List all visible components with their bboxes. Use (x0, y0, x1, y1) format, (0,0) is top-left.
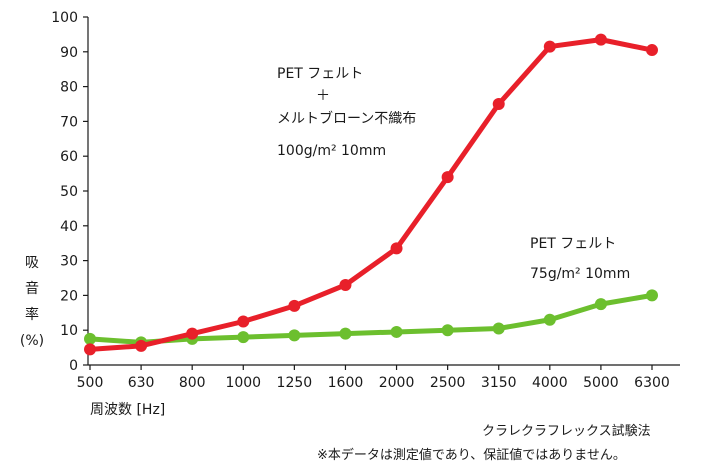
data-point-0 (339, 278, 352, 291)
y-tick-label: 0 (69, 358, 78, 374)
x-tick-label: 6300 (634, 375, 670, 391)
data-point-0 (543, 40, 556, 53)
y-axis-label: 吸 音 率 (%) (18, 250, 46, 354)
data-point-1 (339, 327, 352, 340)
data-point-0 (288, 299, 301, 312)
y-tick-label: 40 (60, 219, 78, 235)
series-label-red-line: ＋ (316, 88, 330, 104)
y-tick-label: 20 (60, 288, 78, 304)
series-group (84, 33, 658, 356)
x-tick-label: 1250 (277, 375, 313, 391)
x-tick-label: 3150 (481, 375, 517, 391)
series-line-1 (87, 292, 655, 345)
data-point-1 (237, 331, 250, 344)
data-point-1 (441, 324, 454, 337)
y-tick-label: 30 (60, 254, 78, 270)
x-tick-label: 800 (179, 375, 206, 391)
disclaimer-note: ※本データは測定値であり、保証値ではありません。 (317, 448, 626, 463)
data-point-0 (492, 98, 505, 110)
data-point-0 (390, 242, 403, 255)
x-tick-label: 1000 (225, 375, 261, 391)
y-tick-label: 60 (60, 149, 78, 165)
x-axis-ticks: 500 630 800 1000 1250 1600 2000 2500 3150 4000 500… (77, 365, 670, 391)
y-axis-label-line: (%) (19, 333, 45, 349)
test-method-note: クラレクラフレックス試験法 (482, 424, 651, 439)
data-point-1 (646, 289, 658, 302)
x-tick-label: 1600 (328, 375, 364, 391)
data-point-0 (84, 343, 96, 356)
data-point-0 (594, 33, 607, 46)
y-axis-label-line: 音 (25, 281, 39, 297)
data-point-1 (543, 313, 556, 326)
series-label-green-line: 75g/m² 10mm (530, 266, 631, 282)
y-tick-label: 80 (60, 80, 78, 96)
x-tick-label: 500 (77, 375, 104, 391)
data-point-1 (84, 332, 96, 345)
series-label-red-line: メルトブローン不織布 (277, 111, 417, 127)
x-tick-label: 630 (128, 375, 155, 391)
data-point-1 (390, 325, 403, 338)
x-tick-label: 4000 (532, 375, 568, 391)
y-tick-label: 10 (60, 323, 78, 339)
x-tick-label: 5000 (583, 375, 619, 391)
data-point-0 (441, 171, 454, 184)
y-tick-label: 70 (60, 114, 78, 130)
data-point-1 (492, 322, 505, 335)
y-tick-label: 90 (60, 45, 78, 61)
y-axis-label-line: 吸 (25, 255, 39, 271)
y-tick-label: 50 (60, 184, 78, 200)
data-point-0 (186, 327, 199, 340)
x-tick-label: 2500 (430, 375, 466, 391)
series-label-red-line: 100g/m² 10mm (277, 143, 387, 159)
data-point-0 (646, 44, 658, 57)
data-point-1 (288, 329, 301, 342)
data-point-1 (594, 298, 607, 311)
y-tick-label: 100 (51, 10, 78, 26)
series-label-green-line: PET フェルト (530, 236, 617, 252)
data-point-0 (237, 315, 250, 328)
y-axis-ticks: 0 10 20 30 40 50 60 70 80 90 100 (51, 10, 88, 374)
x-axis-label: 周波数 [Hz] (90, 402, 166, 418)
y-axis-label-line: 率 (25, 307, 39, 323)
series-line-0 (87, 37, 655, 352)
x-tick-label: 2000 (379, 375, 415, 391)
data-point-0 (135, 339, 148, 352)
series-label-red-line: PET フェルト (277, 66, 364, 82)
